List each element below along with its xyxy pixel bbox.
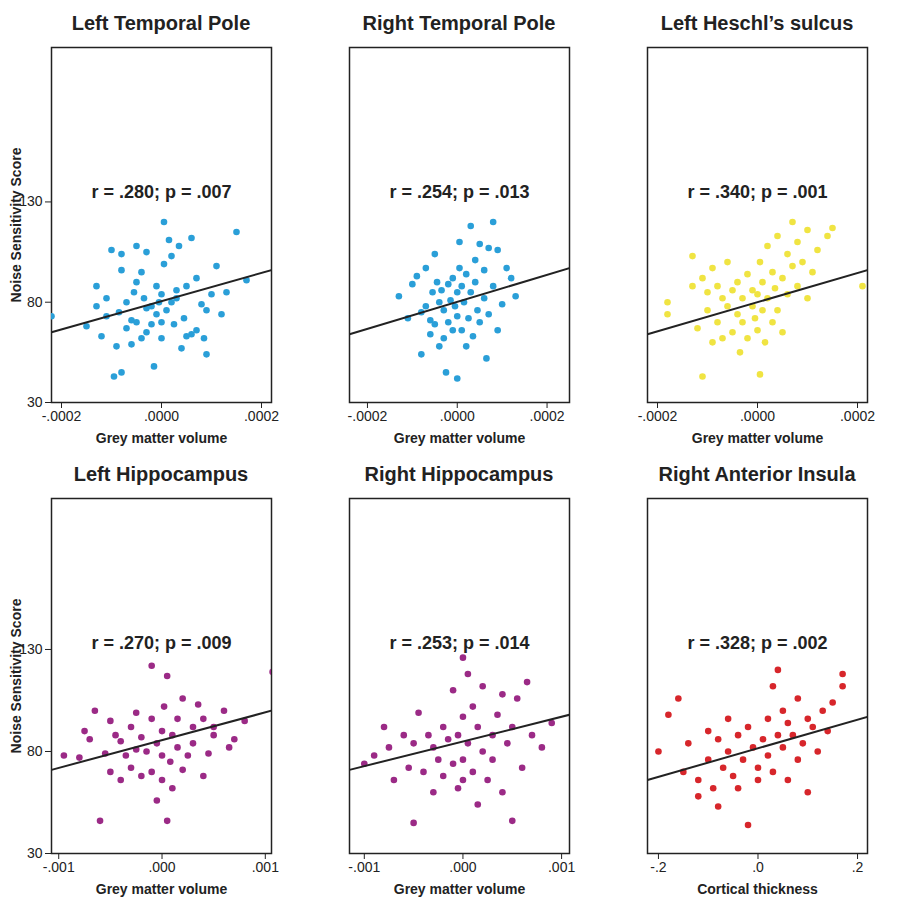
svg-text:.0000: .0000 — [740, 408, 775, 424]
svg-text:80: 80 — [27, 743, 43, 759]
svg-text:Grey matter volume: Grey matter volume — [96, 430, 228, 446]
svg-text:Noise Sensitivity Score: Noise Sensitivity Score — [8, 147, 24, 302]
svg-text:-.001: -.001 — [348, 859, 380, 875]
svg-text:r = .270; p = .009: r = .270; p = .009 — [91, 633, 231, 653]
svg-text:.2: .2 — [852, 859, 864, 875]
svg-text:.0002: .0002 — [244, 408, 279, 424]
svg-text:-.2: -.2 — [650, 859, 667, 875]
svg-text:.000: .000 — [449, 859, 476, 875]
html-text:Right Anterior Insula: Right Anterior Insula — [658, 463, 856, 485]
svg-text:r = .328; p = .002: r = .328; p = .002 — [687, 633, 827, 653]
svg-text:Cortical thickness: Cortical thickness — [697, 881, 818, 897]
svg-text:Grey matter volume: Grey matter volume — [394, 430, 526, 446]
svg-text:-.0002: -.0002 — [348, 408, 388, 424]
svg-text:.0000: .0000 — [144, 408, 179, 424]
svg-text:30: 30 — [27, 845, 43, 861]
svg-text:-.0002: -.0002 — [638, 408, 678, 424]
svg-text:.0002: .0002 — [840, 408, 875, 424]
svg-text:.001: .001 — [548, 859, 575, 875]
svg-text:Grey matter volume: Grey matter volume — [96, 881, 228, 897]
svg-text:Grey matter volume: Grey matter volume — [692, 430, 824, 446]
svg-text:-.0002: -.0002 — [42, 408, 82, 424]
svg-text:.0: .0 — [752, 859, 764, 875]
svg-text:r = .280; p = .007: r = .280; p = .007 — [91, 182, 231, 202]
svg-text:-.001: -.001 — [43, 859, 75, 875]
html-text:Left Hippocampus: Left Hippocampus — [73, 463, 249, 485]
svg-text:130: 130 — [19, 641, 43, 657]
svg-text:r = .340; p = .001: r = .340; p = .001 — [687, 182, 827, 202]
svg-text:.0000: .0000 — [440, 408, 475, 424]
svg-text:.0002: .0002 — [530, 408, 565, 424]
svg-text:30: 30 — [27, 394, 43, 410]
html-text:Right Hippocampus: Right Hippocampus — [364, 463, 554, 485]
html-text:Left Temporal Pole: Left Temporal Pole — [71, 12, 251, 34]
html-text:Right Temporal Pole: Right Temporal Pole — [362, 12, 556, 34]
svg-text:Noise Sensitivity Score: Noise Sensitivity Score — [8, 598, 24, 753]
html-text:Left Heschl’s sulcus: Left Heschl’s sulcus — [660, 12, 854, 34]
svg-text:.001: .001 — [252, 859, 279, 875]
svg-text:80: 80 — [27, 294, 43, 310]
svg-text:r = .254; p = .013: r = .254; p = .013 — [389, 182, 529, 202]
svg-text:Grey matter volume: Grey matter volume — [394, 881, 526, 897]
svg-text:r = .253; p = .014: r = .253; p = .014 — [389, 633, 529, 653]
svg-text:.000: .000 — [148, 859, 175, 875]
svg-text:130: 130 — [19, 193, 43, 210]
